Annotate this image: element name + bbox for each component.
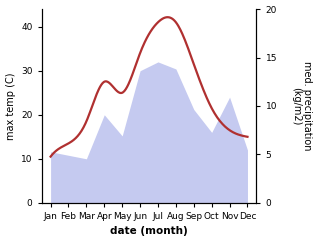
X-axis label: date (month): date (month) bbox=[110, 227, 188, 236]
Y-axis label: med. precipitation
(kg/m2): med. precipitation (kg/m2) bbox=[291, 61, 313, 151]
Y-axis label: max temp (C): max temp (C) bbox=[5, 72, 16, 140]
